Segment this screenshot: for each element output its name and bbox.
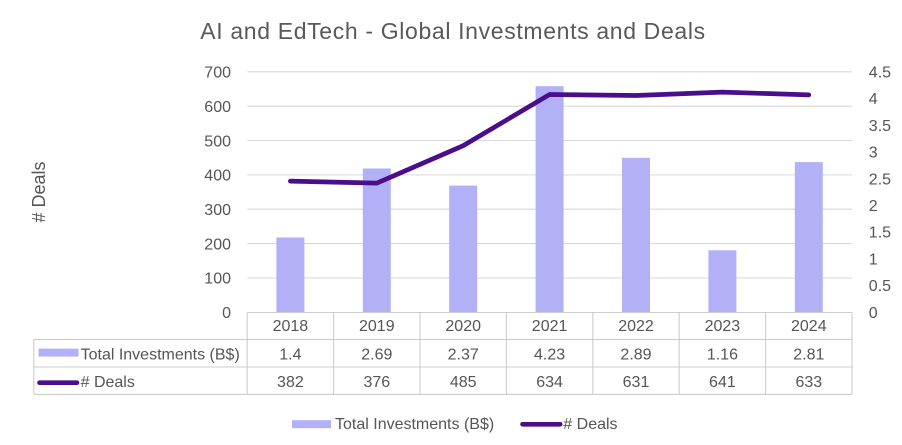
svg-text:4.5: 4.5 (869, 65, 891, 82)
svg-text:376: 376 (363, 374, 390, 391)
svg-text:400: 400 (204, 168, 231, 185)
svg-text:2.37: 2.37 (448, 346, 479, 363)
svg-text:485: 485 (450, 374, 477, 391)
svg-text:# Deals: # Deals (563, 416, 617, 433)
svg-text:634: 634 (536, 374, 563, 391)
svg-text:0: 0 (869, 305, 878, 322)
svg-text:0: 0 (222, 305, 231, 322)
svg-text:2024: 2024 (791, 318, 827, 335)
svg-text:1.5: 1.5 (869, 225, 891, 242)
svg-text:1.16: 1.16 (707, 346, 738, 363)
svg-text:1.4: 1.4 (279, 346, 301, 363)
svg-text:# Deals: # Deals (29, 161, 49, 222)
svg-text:382: 382 (277, 374, 304, 391)
svg-text:700: 700 (204, 65, 231, 82)
svg-text:AI and EdTech - Global Investm: AI and EdTech - Global Investments and D… (200, 18, 705, 44)
svg-text:2.5: 2.5 (869, 171, 891, 188)
svg-text:500: 500 (204, 133, 231, 150)
svg-text:3.5: 3.5 (869, 118, 891, 135)
svg-text:1: 1 (869, 251, 878, 268)
svg-text:2.81: 2.81 (793, 346, 824, 363)
svg-text:4.23: 4.23 (534, 346, 565, 363)
svg-text:2.69: 2.69 (361, 346, 392, 363)
svg-text:2021: 2021 (532, 318, 568, 335)
svg-text:300: 300 (204, 202, 231, 219)
svg-text:4: 4 (869, 91, 878, 108)
svg-text:2.89: 2.89 (620, 346, 651, 363)
svg-text:2022: 2022 (618, 318, 654, 335)
svg-text:3: 3 (869, 145, 878, 162)
svg-text:Total Investments (B$): Total Investments (B$) (81, 346, 240, 363)
svg-text:2023: 2023 (705, 318, 741, 335)
svg-text:0.5: 0.5 (869, 278, 891, 295)
svg-text:641: 641 (709, 374, 736, 391)
svg-text:2018: 2018 (273, 318, 309, 335)
svg-text:631: 631 (623, 374, 650, 391)
svg-text:633: 633 (795, 374, 822, 391)
svg-text:200: 200 (204, 236, 231, 253)
svg-text:2019: 2019 (359, 318, 395, 335)
svg-text:600: 600 (204, 99, 231, 116)
svg-text:100: 100 (204, 271, 231, 288)
svg-text:2020: 2020 (445, 318, 481, 335)
svg-text:# Deals: # Deals (81, 374, 135, 391)
svg-text:Total Investments (B$): Total Investments (B$) (335, 416, 494, 433)
svg-text:2: 2 (869, 198, 878, 215)
